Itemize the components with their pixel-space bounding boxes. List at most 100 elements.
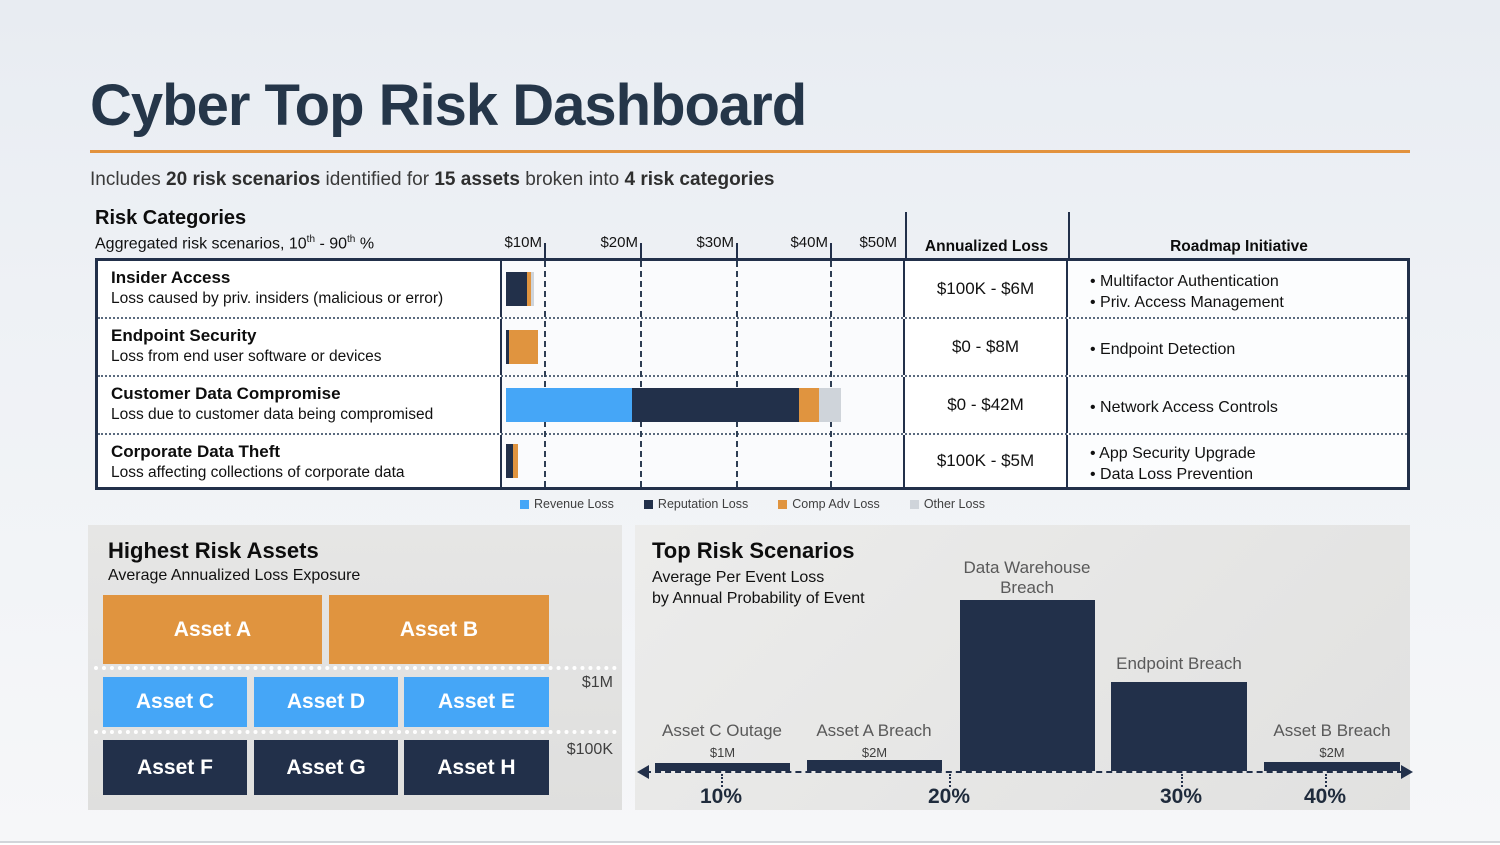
risk-category-cell: Endpoint Security Loss from end user sof… xyxy=(98,319,502,375)
asset-box-f: Asset F xyxy=(103,740,247,795)
scenario-bar-data-warehouse-breach xyxy=(960,600,1095,771)
loss-range-bar xyxy=(506,444,518,478)
risk-category-name: Corporate Data Theft xyxy=(111,442,281,461)
bar-segment-reputation-loss xyxy=(632,388,799,422)
roadmap-item: App Security Upgrade xyxy=(1090,443,1399,464)
scenario-value-asset-c-outage: $1M xyxy=(709,745,736,760)
column-header-roadmap-initiative: Roadmap Initiative xyxy=(1170,238,1308,255)
scenario-label-asset-c-outage: Asset C Outage xyxy=(661,721,782,740)
scenario-label-endpoint-breach: Endpoint Breach xyxy=(1116,654,1242,673)
table-row-corporate-data-theft: Corporate Data Theft Loss affecting coll… xyxy=(98,433,1407,487)
legend-item-comp-adv-loss: Comp Adv Loss xyxy=(778,497,880,511)
assets-panel-subtitle: Average Annualized Loss Exposure xyxy=(108,567,361,584)
column-divider xyxy=(905,212,907,258)
assets-panel-title: Highest Risk Assets xyxy=(108,538,319,563)
roadmap-item: Endpoint Detection xyxy=(1090,339,1399,360)
subtitle-count-scenarios: 20 risk scenarios xyxy=(166,169,321,190)
threshold-line-100k xyxy=(94,730,617,734)
axis-label-20m: $20M xyxy=(600,234,638,251)
threshold-label-100k: $100K xyxy=(566,741,613,758)
axis-tick xyxy=(544,243,546,258)
scenario-bar-asset-a-breach xyxy=(807,760,942,771)
scenario-label-asset-b-breach: Asset B Breach xyxy=(1273,721,1391,740)
scenario-bar-asset-b-breach xyxy=(1264,762,1400,771)
bar-segment-reputation-loss xyxy=(506,330,509,364)
axis-tick-10pct xyxy=(721,774,723,787)
roadmap-item: Network Access Controls xyxy=(1090,397,1399,418)
scenarios-panel-subtitle-1: Average Per Event Loss xyxy=(652,569,825,586)
axis-tick-30pct xyxy=(1181,774,1183,787)
risk-categories-heading: Risk Categories xyxy=(95,207,247,229)
risk-category-desc: Loss from end user software or devices xyxy=(111,348,382,366)
scenario-bar-endpoint-breach xyxy=(1111,682,1247,771)
gridline-30m xyxy=(736,261,738,487)
probability-axis xyxy=(645,771,1403,773)
scenario-label-asset-a-breach: Asset A Breach xyxy=(816,721,932,740)
asset-box-h: Asset H xyxy=(404,740,549,795)
risk-bar-cell xyxy=(502,261,905,317)
bar-segment-revenue-loss xyxy=(506,388,632,422)
scenario-bar-asset-c-outage xyxy=(655,763,790,771)
scenario-value-asset-a-breach: $2M xyxy=(861,745,888,760)
table-row-endpoint-security: Endpoint Security Loss from end user sof… xyxy=(98,317,1407,375)
axis-label-30m: $30M xyxy=(696,234,734,251)
axis-label-20pct: 20% xyxy=(927,785,971,808)
risk-bar-cell xyxy=(502,377,905,433)
axis-tick xyxy=(736,243,738,258)
bar-segment-reputation-loss xyxy=(506,444,513,478)
axis-tick-20pct xyxy=(949,774,951,787)
risk-category-name: Customer Data Compromise xyxy=(111,384,341,403)
axis-tick-40pct xyxy=(1325,774,1327,787)
roadmap-cell: Multifactor Authentication Priv. Access … xyxy=(1068,261,1407,317)
axis-label-40m: $40M xyxy=(790,234,828,251)
subtitle-count-categories: 4 risk categories xyxy=(624,169,775,190)
risk-bar-cell xyxy=(502,435,905,487)
highest-risk-assets-panel: Highest Risk Assets Average Annualized L… xyxy=(88,525,622,810)
gridline-10m xyxy=(544,261,546,487)
risk-category-desc: Loss caused by priv. insiders (malicious… xyxy=(111,290,444,308)
bar-segment-reputation-loss xyxy=(506,272,527,306)
risk-categories-subheading: Aggregated risk scenarios, 10th - 90th % xyxy=(95,234,375,253)
risk-categories-table: Insider Access Loss caused by priv. insi… xyxy=(95,258,1410,490)
legend-item-reputation-loss: Reputation Loss xyxy=(643,497,748,511)
roadmap-item: Multifactor Authentication xyxy=(1090,271,1399,292)
roadmap-cell: Network Access Controls xyxy=(1068,377,1407,433)
threshold-line-1m xyxy=(94,666,617,670)
bar-segment-comp-adv-loss xyxy=(799,388,819,422)
bar-segment-comp-adv-loss xyxy=(509,330,538,364)
axis-tick xyxy=(830,243,832,258)
bar-segment-other-loss xyxy=(531,272,534,306)
asset-box-c: Asset C xyxy=(103,677,247,727)
axis-label-50m: $50M xyxy=(859,234,897,251)
legend-item-other-loss: Other Loss xyxy=(909,497,985,511)
table-row-insider-access: Insider Access Loss caused by priv. insi… xyxy=(98,261,1407,317)
risk-category-desc: Loss due to customer data being compromi… xyxy=(111,406,434,424)
legend-swatch-reputation xyxy=(643,499,653,509)
axis-arrow-left xyxy=(637,765,649,779)
bar-segment-other-loss xyxy=(819,388,841,422)
roadmap-item: Priv. Access Management xyxy=(1090,292,1399,313)
annualized-loss-value: $0 - $42M xyxy=(905,377,1068,433)
loss-type-legend: Revenue Loss Reputation Loss Comp Adv Lo… xyxy=(520,497,985,511)
loss-range-bar xyxy=(506,388,841,422)
axis-label-40pct: 40% xyxy=(1303,785,1347,808)
subtitle-text: Includes xyxy=(90,169,167,190)
annualized-loss-value: $100K - $5M xyxy=(905,435,1068,487)
roadmap-cell: App Security Upgrade Data Loss Preventio… xyxy=(1068,435,1407,487)
table-row-customer-data-compromise: Customer Data Compromise Loss due to cus… xyxy=(98,375,1407,433)
roadmap-cell: Endpoint Detection xyxy=(1068,319,1407,375)
legend-swatch-other xyxy=(909,499,919,509)
risk-bar-cell xyxy=(502,319,905,375)
asset-box-e: Asset E xyxy=(404,677,549,727)
axis-arrow-right xyxy=(1401,765,1413,779)
axis-tick xyxy=(640,243,642,258)
legend-item-revenue-loss: Revenue Loss xyxy=(520,497,614,511)
risk-category-cell: Corporate Data Theft Loss affecting coll… xyxy=(98,435,502,487)
page-subtitle: Includes 20 risk scenarios identified fo… xyxy=(90,169,775,190)
page-title: Cyber Top Risk Dashboard xyxy=(90,73,807,138)
asset-box-g: Asset G xyxy=(254,740,398,795)
risk-category-desc: Loss affecting collections of corporate … xyxy=(111,464,405,482)
column-header-annualized-loss: Annualized Loss xyxy=(924,238,1049,255)
scenarios-panel-title: Top Risk Scenarios xyxy=(652,538,855,563)
